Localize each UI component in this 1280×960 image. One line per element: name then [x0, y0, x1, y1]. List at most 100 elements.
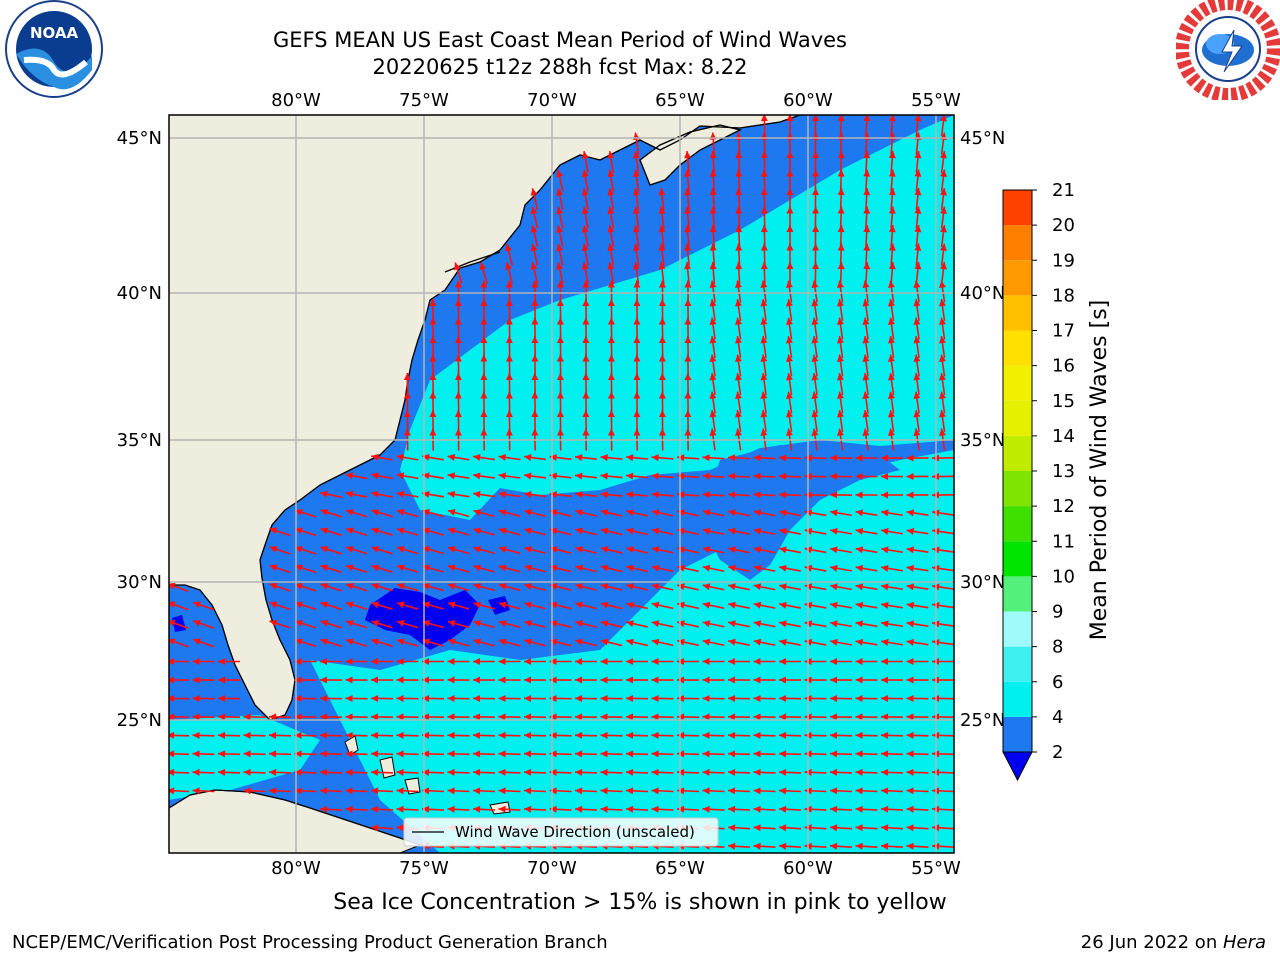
wave-arrow-head — [785, 299, 793, 307]
wave-arrow-head — [169, 787, 175, 795]
wave-arrow-head — [913, 354, 921, 363]
wave-arrow-head — [677, 583, 685, 591]
wave-arrow-head — [779, 454, 787, 462]
wave-arrow-head — [422, 805, 430, 813]
wave-arrow-head — [320, 805, 328, 813]
wave-arrow-head — [677, 509, 685, 517]
wave-arrow-head — [345, 768, 353, 776]
wave-arrow-head — [728, 731, 736, 739]
lat-label: 40°N — [117, 283, 162, 304]
wave-arrow-head — [760, 410, 768, 418]
wave-arrow-head — [830, 564, 838, 572]
wave-arrow-head — [524, 768, 532, 776]
wave-arrow-head — [345, 657, 353, 665]
wave-arrow-head — [830, 824, 838, 832]
wave-arrow-head — [888, 188, 896, 196]
wave-arrow-head — [753, 731, 761, 739]
wave-arrow-head — [881, 731, 889, 739]
wave-arrow-head — [422, 453, 430, 461]
wave-arrow-head — [658, 206, 666, 214]
wave-arrow-head — [447, 472, 456, 480]
colorbar-tick-label: 12 — [1052, 496, 1075, 517]
wave-arrow-head — [218, 676, 226, 684]
wave-arrow-head — [192, 657, 200, 665]
wave-arrow-head — [575, 601, 583, 609]
wave-arrow-head — [429, 336, 437, 344]
wave-arrow-head — [371, 582, 380, 590]
wave-arrow-head — [626, 787, 634, 795]
wave-arrow-head — [938, 280, 946, 289]
wave-arrow-head — [396, 601, 405, 609]
wave-arrow-head — [906, 454, 914, 462]
wave-arrow-head — [938, 299, 946, 307]
wave-arrow-head — [454, 317, 462, 325]
wave-arrow-head — [218, 657, 226, 665]
wave-arrow-head — [830, 472, 838, 480]
wave-arrow-head — [396, 564, 405, 572]
wave-arrow-head — [169, 750, 175, 758]
wave-arrow-head — [735, 169, 743, 177]
wave-arrow-head — [753, 472, 761, 480]
wave-arrow-head — [658, 225, 666, 233]
wave-arrow-head — [581, 188, 589, 196]
wave-arrow-head — [702, 750, 710, 758]
wave-arrow-head — [531, 410, 539, 418]
wave-arrow-head — [881, 583, 889, 591]
wave-arrow-head — [345, 619, 354, 627]
wave-arrow-head — [940, 262, 947, 270]
wave-arrow-head — [531, 299, 539, 307]
wave-arrow-head — [600, 454, 608, 462]
footer-credit: NCEP/EMC/Verification Post Processing Pr… — [12, 932, 608, 953]
wave-arrow-head — [855, 564, 864, 572]
wave-arrow-head — [753, 546, 762, 554]
wave-arrow-head — [575, 713, 583, 721]
wave-arrow-head — [734, 373, 742, 381]
graticule — [169, 115, 954, 853]
wave-arrow-head — [320, 731, 328, 739]
wave-arrow-head — [169, 619, 176, 627]
wave-arrow-head — [709, 299, 717, 307]
wave-arrow-head — [294, 676, 302, 684]
wave-arrow-head — [575, 546, 583, 553]
wave-arrow-head — [855, 657, 863, 665]
wave-arrow-head — [786, 169, 794, 177]
wave-arrow-head — [830, 657, 838, 665]
wave-arrow-head — [684, 373, 692, 381]
wave-arrow-head — [881, 527, 889, 535]
wave-arrow-head — [709, 188, 717, 196]
wave-arrow-head — [524, 657, 532, 665]
wave-arrow-head — [914, 115, 922, 122]
wave-arrow-head — [887, 280, 895, 289]
wave-arrow-head — [753, 750, 761, 758]
wave-arrow-head — [600, 509, 609, 516]
wave-arrow-head — [811, 299, 819, 307]
colorbar-segment — [1003, 260, 1032, 296]
wave-arrow-head — [169, 601, 176, 608]
wave-arrow-head — [888, 225, 896, 233]
wave-arrow-head — [702, 676, 710, 684]
noaa-logo-text: NOAA — [30, 24, 79, 42]
wave-arrow-head — [658, 336, 666, 344]
wave-arrow-head — [422, 472, 430, 480]
wave-arrow-head — [651, 454, 659, 462]
wave-arrow-head — [295, 601, 303, 609]
wave-arrow-head — [498, 620, 507, 627]
wave-arrow-head — [498, 750, 506, 758]
wave-arrow-head — [940, 169, 947, 177]
wave-arrow-head — [881, 676, 889, 684]
wave-arrow-head — [862, 280, 870, 289]
wave-arrow-head — [396, 676, 404, 684]
wave-arrow-head — [371, 787, 379, 795]
wave-arrow-head — [169, 731, 175, 739]
wave-arrow-head — [728, 657, 736, 665]
wave-arrow-head — [320, 545, 329, 553]
wave-arrow-head — [887, 428, 895, 437]
wave-arrow-head — [753, 713, 761, 721]
wave-arrow-head — [709, 206, 717, 214]
wave-arrow-head — [396, 527, 405, 535]
wave-arrow-head — [454, 373, 462, 381]
wave-arrow-head — [556, 225, 564, 233]
wave-arrow-head — [779, 620, 787, 628]
wave-arrow-head — [702, 787, 710, 795]
wave-arrow-head — [651, 768, 659, 776]
